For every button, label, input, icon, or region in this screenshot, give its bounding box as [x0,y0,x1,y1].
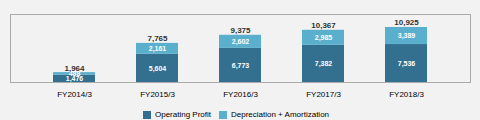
svg-text:2,985: 2,985 [315,34,333,42]
svg-text:3,389: 3,389 [398,32,416,40]
svg-text:FY2014/3: FY2014/3 [57,90,92,98]
svg-text:1,964: 1,964 [64,64,85,73]
svg-text:9,375: 9,375 [230,26,251,35]
svg-text:6,773: 6,773 [232,62,250,70]
svg-text:1,476: 1,476 [65,75,84,82]
svg-text:FY2015/3: FY2015/3 [140,90,175,98]
svg-text:2,161: 2,161 [149,45,167,53]
svg-text:7,536: 7,536 [398,60,416,68]
html-text:Depreciation + Amortization: Depreciation + Amortization [231,110,329,119]
svg-text:10,367: 10,367 [311,21,336,30]
svg-text:5,604: 5,604 [149,65,167,73]
html-text:Operating Profit: Operating Profit [155,110,211,119]
svg-text:FY2017/3: FY2017/3 [306,90,341,98]
svg-text:7,382: 7,382 [315,60,333,68]
svg-text:2,602: 2,602 [232,38,250,46]
svg-text:FY2016/3: FY2016/3 [223,90,258,98]
svg-text:FY2018/3: FY2018/3 [389,90,424,98]
svg-text:7,765: 7,765 [147,34,168,43]
svg-text:488: 488 [68,70,81,78]
svg-text:10,925: 10,925 [394,18,419,27]
